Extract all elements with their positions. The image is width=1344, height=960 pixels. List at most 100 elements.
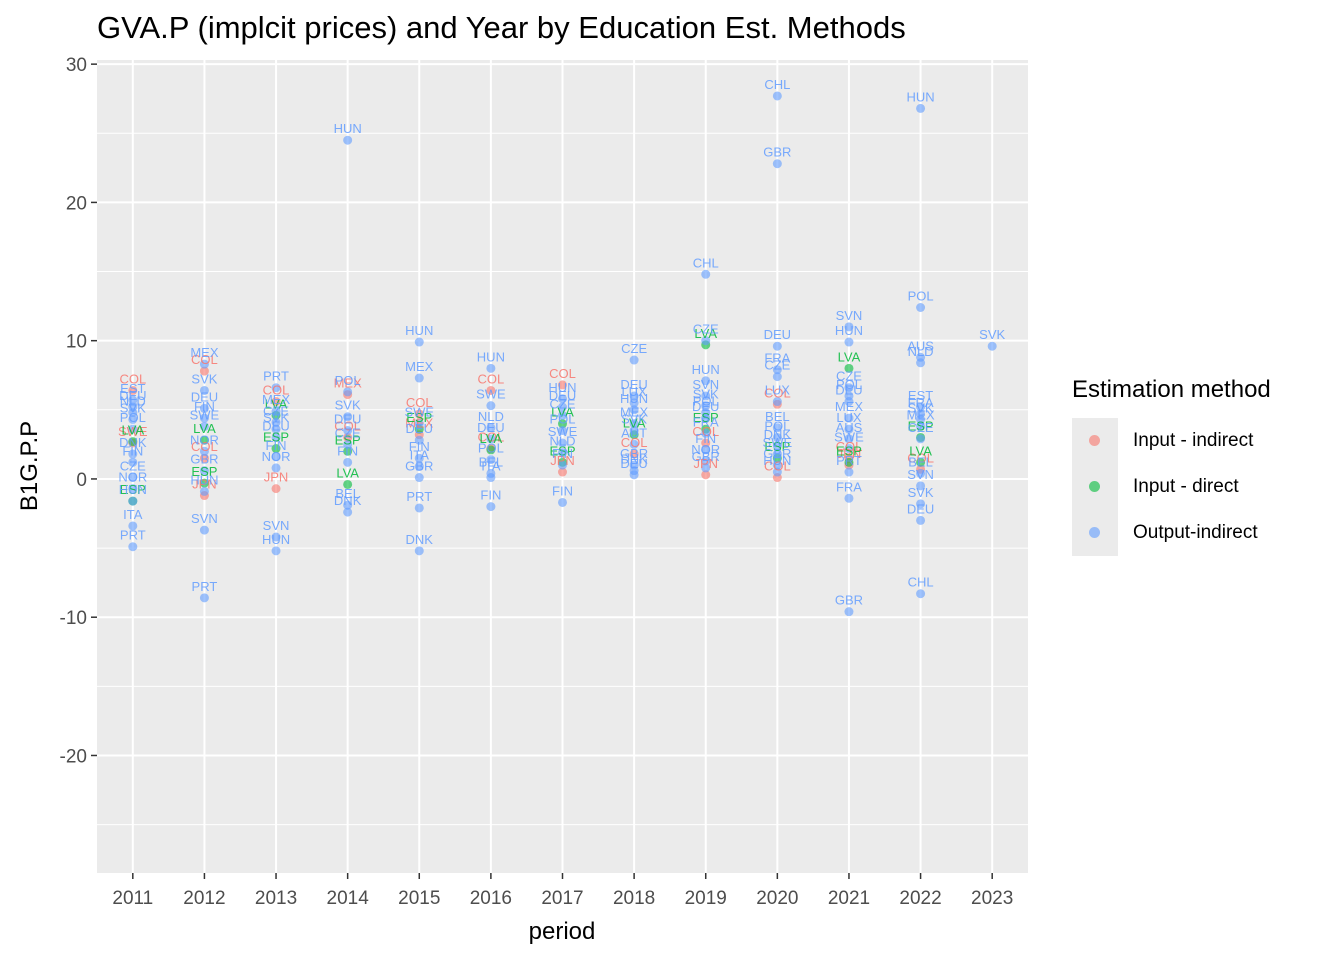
data-point-output-indirect (414, 503, 424, 513)
data-point-input-direct (558, 419, 567, 429)
point-label: LVA (694, 326, 717, 341)
point-label: ESP (549, 443, 575, 458)
legend-title: Estimation method (1072, 376, 1271, 403)
point-label: ESP (191, 464, 217, 479)
point-label: POL (120, 410, 146, 425)
data-point-output-indirect (772, 372, 782, 382)
point-label: ESP (693, 410, 719, 425)
data-point-output-indirect (844, 493, 854, 503)
y-tick-label: -20 (60, 746, 87, 767)
point-label: DNK (119, 435, 147, 450)
data-point-input-indirect (558, 467, 567, 477)
point-label: CZE (693, 322, 719, 337)
point-label: MEX (835, 399, 864, 414)
point-label: COL (478, 430, 505, 445)
data-point-output-indirect (486, 502, 496, 512)
point-label: COL (621, 435, 648, 450)
data-point-output-indirect (629, 426, 639, 436)
point-label: DEU (119, 388, 146, 403)
point-label: SVK (621, 412, 647, 427)
data-point-output-indirect (916, 414, 926, 424)
point-label: POL (836, 377, 862, 392)
legend-item: Input - indirect (1072, 418, 1271, 464)
x-tick-label: 2017 (541, 888, 583, 909)
data-point-input-direct (271, 444, 281, 454)
point-label: FIN (695, 431, 716, 446)
data-point-output-indirect (128, 484, 138, 494)
data-point-output-indirect (199, 421, 209, 431)
point-label: PRT (406, 489, 432, 504)
data-point-output-indirect (629, 398, 639, 408)
point-label: BEL (765, 409, 790, 424)
point-label: SVK (263, 410, 289, 425)
data-point-output-indirect (486, 473, 496, 483)
data-point-output-indirect (486, 401, 496, 411)
data-point-output-indirect (558, 402, 567, 412)
data-point-input-indirect (486, 385, 496, 395)
data-point-output-indirect (844, 322, 854, 332)
x-tick-label: 2014 (327, 888, 370, 909)
point-label: ESP (120, 482, 146, 497)
point-label: NOR (190, 432, 219, 447)
data-point-input-direct (916, 457, 926, 467)
data-point-output-indirect (844, 383, 854, 393)
x-tick-label: 2011 (112, 888, 153, 909)
point-label: DEU (191, 389, 218, 404)
point-label: GBR (405, 459, 433, 474)
point-label: JPN (837, 446, 862, 461)
point-label: SWE (476, 387, 506, 402)
point-label: POL (478, 441, 504, 456)
data-point-output-indirect (701, 428, 711, 438)
data-point-output-indirect (772, 460, 782, 470)
point-label: HUN (763, 453, 791, 468)
data-point-output-indirect (128, 473, 138, 483)
point-label: DEU (692, 399, 719, 414)
data-point-input-indirect (343, 432, 353, 442)
data-point-output-indirect (414, 373, 424, 383)
point-label: COL (263, 383, 290, 398)
data-point-output-indirect (772, 159, 782, 169)
point-label: HUN (620, 391, 648, 406)
point-label: DEU (406, 421, 433, 436)
legend-item: Output-indirect (1072, 510, 1271, 556)
data-point-output-indirect (916, 515, 926, 525)
point-label: SVK (191, 371, 217, 386)
x-axis-title: period (529, 918, 596, 945)
data-point-output-indirect (199, 413, 209, 423)
data-point-output-indirect (271, 406, 281, 416)
point-label: AUT (621, 425, 647, 440)
point-label: COL (836, 439, 863, 454)
point-label: DEU (764, 327, 791, 342)
point-label: MEX (620, 405, 649, 420)
point-label: ESP (335, 432, 361, 447)
point-label: FRA (908, 395, 934, 410)
data-point-output-indirect (199, 359, 209, 369)
point-label: NOR (691, 442, 720, 457)
point-label: DEU (907, 501, 934, 516)
point-label: PRT (836, 453, 862, 468)
data-point-output-indirect (629, 355, 639, 365)
point-label: DNK (620, 452, 648, 467)
data-point-output-indirect (701, 336, 711, 346)
x-tick-label: 2022 (899, 888, 941, 909)
point-label: DEU (262, 418, 289, 433)
point-label: CZE (621, 341, 647, 356)
point-label: CHL (693, 255, 719, 270)
point-label: POL (693, 394, 719, 409)
point-label: ESP (406, 410, 432, 425)
data-point-output-indirect (701, 376, 711, 386)
data-point-output-indirect (701, 413, 711, 423)
data-point-output-indirect (916, 468, 926, 478)
point-label: AUS (836, 420, 863, 435)
data-point-output-indirect (701, 456, 711, 466)
point-label: ESP (908, 418, 934, 433)
data-point-output-indirect (844, 413, 854, 423)
data-point-output-indirect (844, 337, 854, 347)
data-point-output-indirect (343, 135, 353, 145)
point-label: ESP (836, 443, 862, 458)
point-label: LVA (909, 443, 932, 458)
point-label: BEL (479, 454, 504, 469)
point-label: LVA (838, 349, 861, 364)
x-tick-label: 2015 (398, 888, 440, 909)
data-point-output-indirect (844, 434, 854, 444)
